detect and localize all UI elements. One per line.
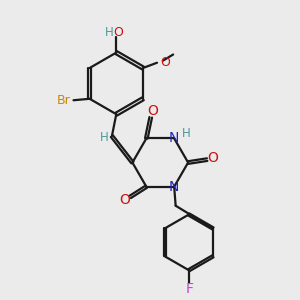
Text: H: H [100,131,108,144]
Text: H: H [182,127,191,140]
Text: N: N [169,131,179,146]
Text: F: F [185,282,194,296]
Text: O: O [119,193,130,207]
Text: H: H [105,26,113,39]
Text: N: N [169,180,179,194]
Text: O: O [160,56,170,69]
Text: O: O [147,104,158,118]
Text: Br: Br [57,94,71,107]
Text: O: O [208,151,218,165]
Text: O: O [114,26,124,39]
